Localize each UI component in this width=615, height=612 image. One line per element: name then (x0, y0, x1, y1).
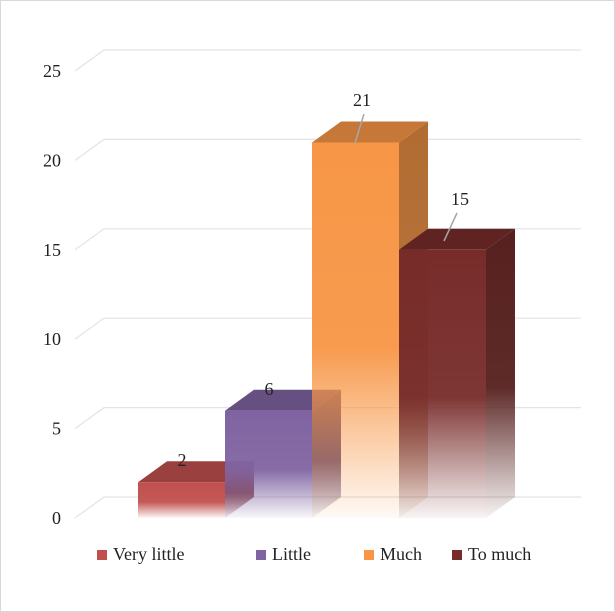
data-label: 6 (265, 379, 274, 399)
legend-item: To much (452, 544, 531, 564)
bars (138, 121, 515, 519)
y-tick-label: 25 (43, 61, 61, 81)
data-labels: 2 6 21 15 (178, 90, 470, 470)
y-tick-label: 5 (52, 419, 61, 439)
data-label: 21 (353, 90, 371, 110)
legend-label: To much (468, 544, 531, 564)
bar-to-much (399, 228, 515, 519)
legend-swatch (364, 550, 374, 560)
legend-label: Little (272, 544, 311, 564)
data-label: 15 (451, 189, 469, 209)
leader-line (354, 113, 365, 144)
y-tick-label: 15 (43, 240, 61, 260)
legend-swatch (97, 550, 107, 560)
legend-swatch (452, 550, 462, 560)
legend-item: Little (256, 544, 311, 564)
gridline (74, 49, 581, 72)
y-tick-label: 0 (52, 508, 61, 528)
y-axis-ticks: 0 5 10 15 20 25 (43, 61, 61, 528)
legend: Very little Little Much To much (97, 544, 531, 564)
legend-item: Much (364, 544, 422, 564)
legend-swatch (256, 550, 266, 560)
legend-label: Much (380, 544, 422, 564)
data-label: 2 (178, 450, 187, 470)
y-tick-label: 20 (43, 150, 61, 170)
leader-line (443, 212, 458, 242)
legend-label: Very little (113, 544, 184, 564)
y-tick-label: 10 (43, 329, 61, 349)
legend-item: Very little (97, 544, 184, 564)
